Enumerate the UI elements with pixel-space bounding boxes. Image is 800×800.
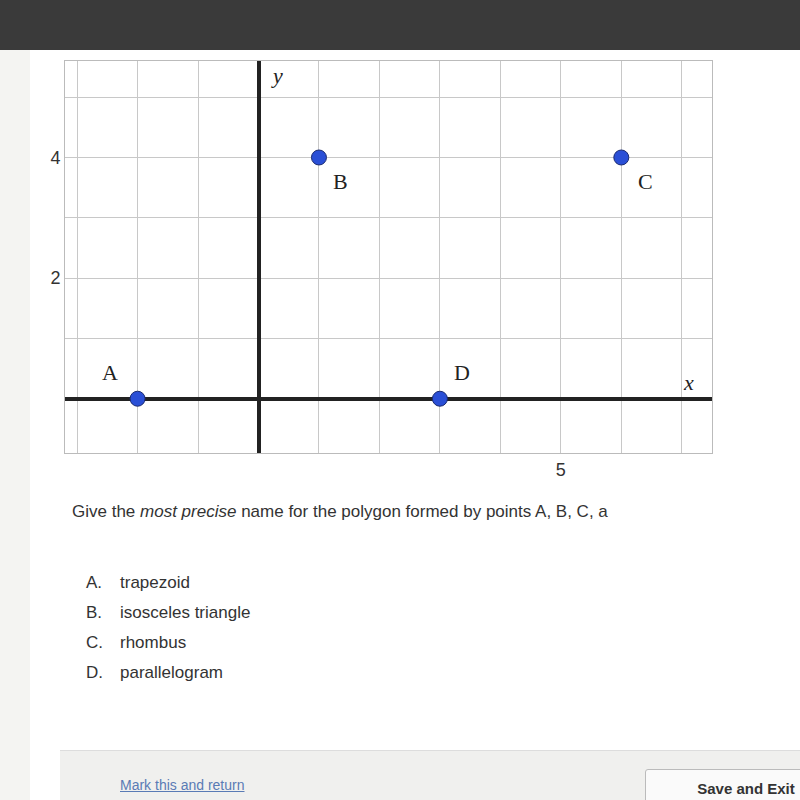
html-text:rhombus: rhombus [120,633,187,652]
html-text:C.: C. [86,633,103,652]
svg-text:x: x [683,370,694,395]
html-text:D.: D. [86,663,103,682]
html-text:Mark this and return: Mark this and return [120,777,245,793]
svg-text:y: y [271,63,283,88]
svg-text:C: C [638,169,653,194]
html-text:B.: B. [86,603,103,622]
svg-text:4: 4 [50,148,60,168]
svg-text:B: B [333,169,348,194]
html-text:trapezoid: trapezoid [120,573,190,592]
html-text:isosceles triangle: isosceles triangle [120,603,251,622]
svg-text:2: 2 [50,268,60,288]
html-text:A.: A. [86,573,103,592]
svg-text:5: 5 [556,460,566,480]
html-text:Give the most precise name for: Give the most precise name for the polyg… [72,502,608,521]
html-text:parallelogram: parallelogram [120,663,223,682]
svg-text:A: A [102,360,118,385]
svg-text:D: D [454,360,470,385]
html-text:Save and Exit: Save and Exit [697,780,795,797]
